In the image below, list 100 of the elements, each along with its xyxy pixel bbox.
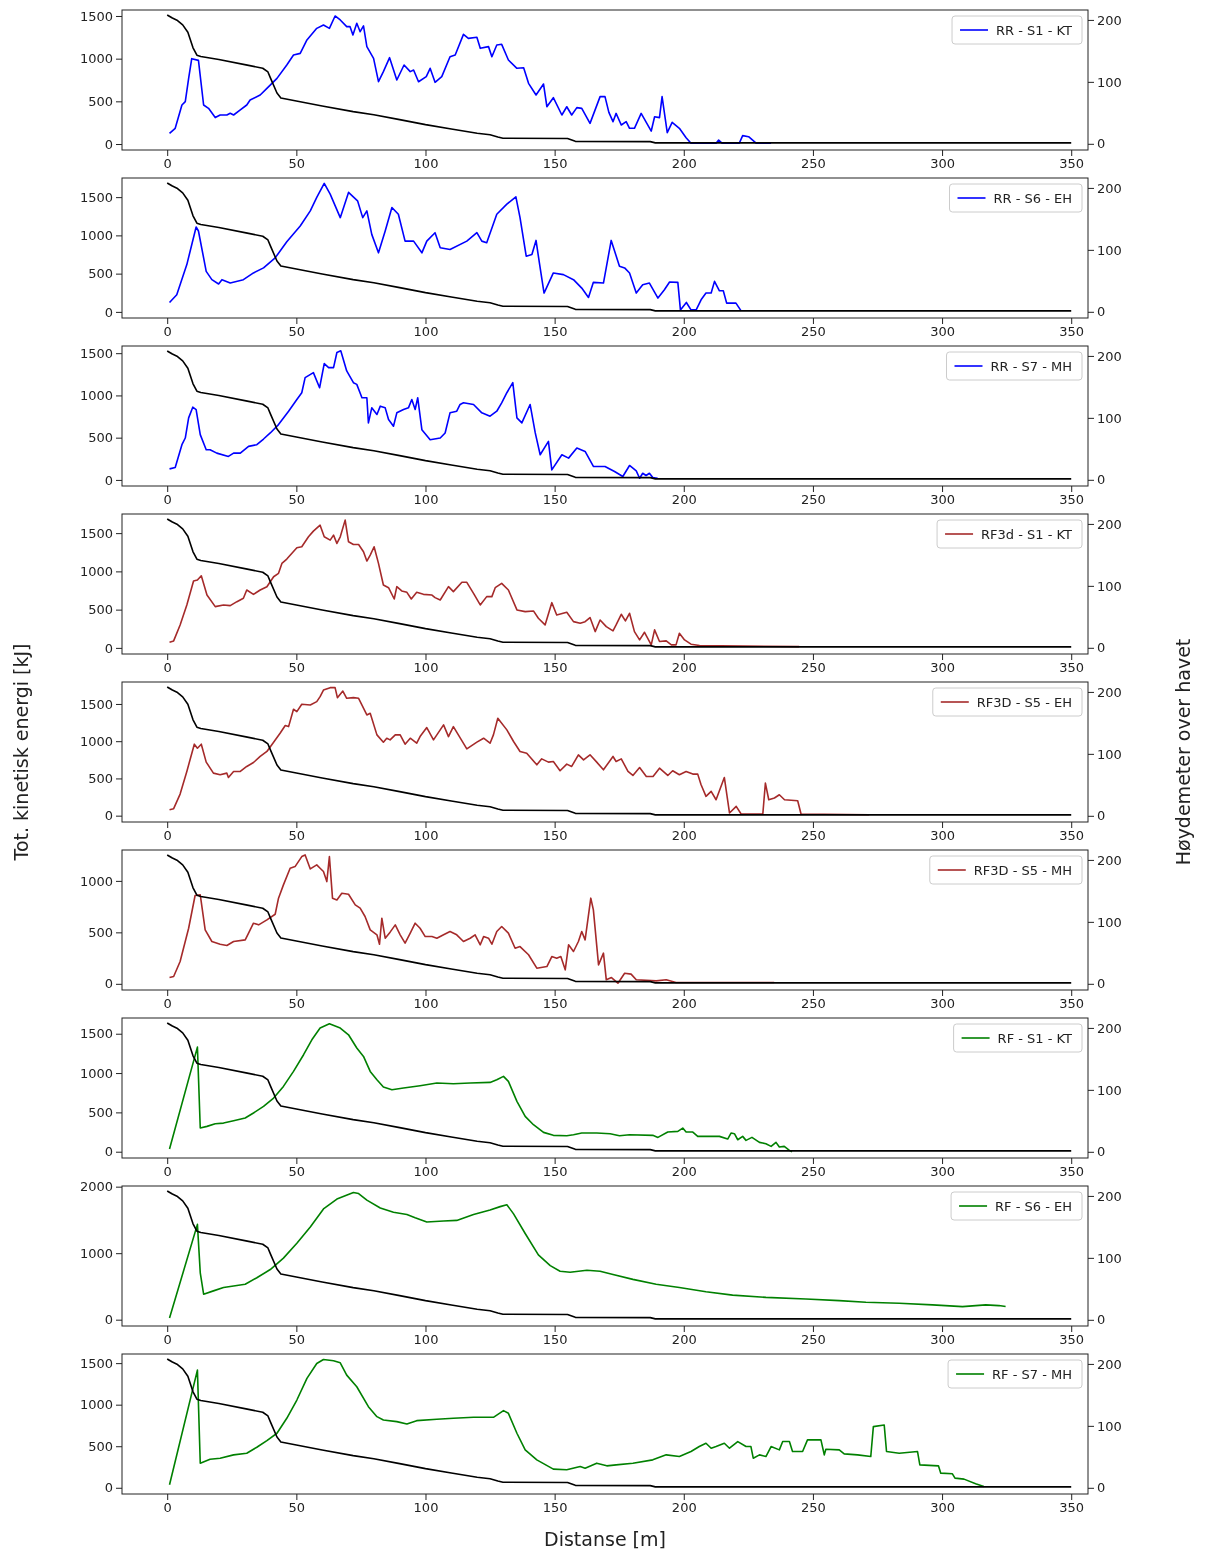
y-tick-label: 0 <box>104 1144 113 1160</box>
line-series <box>166 518 1073 648</box>
y2-tick-label: 0 <box>1097 472 1106 488</box>
y2-tick-label: 100 <box>1097 74 1122 90</box>
x-tick-label: 100 <box>413 492 439 508</box>
y2-tick-label: 0 <box>1097 1144 1106 1160</box>
y2-tick-label: 100 <box>1097 242 1122 258</box>
x-tick-label: 250 <box>801 324 826 340</box>
x-tick-label: 150 <box>542 492 568 508</box>
y2-tick-label: 200 <box>1097 348 1122 364</box>
y2-tick-label: 100 <box>1097 578 1122 594</box>
x-tick-label: 300 <box>930 1500 955 1516</box>
y-tick-label: 1500 <box>79 1026 113 1042</box>
x-tick-label: 100 <box>413 996 439 1012</box>
y-tick-label: 1500 <box>79 1355 113 1371</box>
y2-tick-label: 200 <box>1097 180 1122 196</box>
y2-tick-label: 100 <box>1097 746 1122 762</box>
y-axis-title: Tot. kinetisk energi [kJ] <box>10 643 32 862</box>
y-tick-label: 0 <box>104 472 113 488</box>
x-tick-label: 200 <box>671 1332 697 1348</box>
y-tick-label: 1000 <box>79 228 113 244</box>
y-tick-label: 0 <box>104 976 113 992</box>
x-tick-label: 200 <box>671 492 697 508</box>
y2-tick-label: 0 <box>1097 1312 1106 1328</box>
y2-tick-label: 200 <box>1097 1188 1122 1204</box>
y-tick-label: 1500 <box>79 696 113 712</box>
x-tick-label: 350 <box>1059 996 1085 1012</box>
y-tick-label: 0 <box>104 808 113 824</box>
legend-label: RR - S1 - KT <box>996 22 1073 38</box>
x-tick-label: 50 <box>288 660 306 676</box>
y2-tick-label: 0 <box>1097 304 1106 320</box>
y-tick-label: 500 <box>88 1105 113 1121</box>
x-tick-label: 100 <box>413 324 439 340</box>
line-series <box>166 854 1073 984</box>
x-tick-label: 0 <box>163 1500 172 1516</box>
y-tick-label: 1500 <box>79 525 113 541</box>
line-series <box>166 182 1073 312</box>
y-tick-label: 0 <box>104 640 113 656</box>
x-tick-label: 300 <box>930 324 955 340</box>
y-tick-label: 1500 <box>79 345 113 361</box>
x-tick-label: 350 <box>1059 156 1085 172</box>
x-tick-label: 0 <box>163 996 172 1012</box>
x-tick-label: 250 <box>801 1332 826 1348</box>
x-tick-label: 300 <box>930 660 955 676</box>
y2-tick-label: 0 <box>1097 640 1106 656</box>
x-tick-label: 250 <box>801 996 826 1012</box>
y-tick-label: 500 <box>88 1438 113 1454</box>
x-tick-label: 350 <box>1059 1164 1085 1180</box>
x-tick-label: 150 <box>542 1164 568 1180</box>
x-tick-label: 200 <box>671 660 697 676</box>
x-tick-label: 0 <box>163 492 172 508</box>
y2-tick-label: 0 <box>1097 808 1106 824</box>
x-tick-label: 0 <box>163 660 172 676</box>
y-tick-label: 0 <box>104 1312 113 1328</box>
x-tick-label: 250 <box>801 1164 826 1180</box>
y-tick-label: 0 <box>104 304 113 320</box>
line-series <box>166 686 1073 816</box>
y2-tick-label: 200 <box>1097 1020 1122 1036</box>
x-tick-label: 100 <box>413 828 439 844</box>
y-tick-label: 500 <box>88 266 113 282</box>
y2-tick-label: 200 <box>1097 12 1122 28</box>
x-tick-label: 300 <box>930 1164 955 1180</box>
x-tick-label: 350 <box>1059 660 1085 676</box>
x-tick-label: 50 <box>288 996 306 1012</box>
y2-tick-label: 200 <box>1097 852 1122 868</box>
x-tick-label: 250 <box>801 660 826 676</box>
x-tick-label: 0 <box>163 324 172 340</box>
y-tick-label: 1000 <box>79 873 113 889</box>
legend-label: RF3d - S1 - KT <box>981 526 1073 542</box>
y2-tick-label: 0 <box>1097 136 1106 152</box>
x-tick-label: 350 <box>1059 1500 1085 1516</box>
x-tick-label: 100 <box>413 660 439 676</box>
y2-tick-label: 100 <box>1097 1418 1122 1434</box>
x-tick-label: 150 <box>542 1500 568 1516</box>
x-tick-label: 200 <box>671 324 697 340</box>
y-tick-label: 1500 <box>79 8 113 24</box>
x-tick-label: 150 <box>542 996 568 1012</box>
legend-label: RR - S6 - EH <box>993 190 1072 206</box>
x-tick-label: 100 <box>413 1164 439 1180</box>
y-tick-label: 1000 <box>79 388 113 404</box>
x-tick-label: 300 <box>930 1332 955 1348</box>
line-series <box>166 14 1073 144</box>
y2-tick-label: 100 <box>1097 1250 1122 1266</box>
y2-tick-label: 100 <box>1097 410 1122 426</box>
x-tick-label: 350 <box>1059 324 1085 340</box>
x-tick-label: 250 <box>801 492 826 508</box>
y2-tick-label: 200 <box>1097 516 1122 532</box>
y2-tick-label: 0 <box>1097 976 1106 992</box>
y-tick-label: 0 <box>104 1480 113 1496</box>
legend-label: RF - S7 - MH <box>992 1366 1072 1382</box>
x-tick-label: 300 <box>930 996 955 1012</box>
y-tick-label: 1000 <box>79 51 113 67</box>
legend-label: RF - S1 - KT <box>997 1030 1073 1046</box>
y-tick-label: 1500 <box>79 189 113 205</box>
x-tick-label: 150 <box>542 828 568 844</box>
x-tick-label: 50 <box>288 1164 306 1180</box>
y-tick-label: 1000 <box>79 1245 113 1261</box>
x-tick-label: 0 <box>163 1332 172 1348</box>
x-tick-label: 0 <box>163 156 172 172</box>
x-tick-label: 200 <box>671 1164 697 1180</box>
